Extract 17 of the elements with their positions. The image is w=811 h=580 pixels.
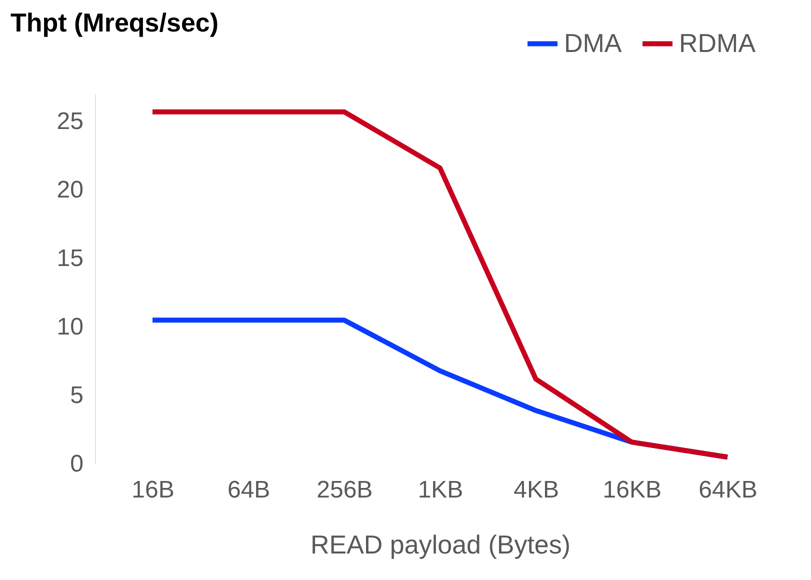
x-axis-title: READ payload (Bytes) [310,530,571,560]
legend-label: RDMA [679,28,756,58]
y-axis-title: Thpt (Mreqs/sec) [10,8,219,38]
x-tick-label: 256B [316,476,373,504]
x-tick-label: 1KB [418,476,464,504]
y-tick-label: 5 [70,382,84,409]
y-tick-label: 0 [70,450,84,478]
y-tick-label: 15 [56,244,84,272]
x-tick-label: 4KB [514,476,560,504]
x-tick-label: 64KB [698,476,758,504]
legend-label: DMA [564,28,622,58]
y-tick-label: 20 [56,176,84,204]
x-tick-label: 16B [132,476,174,504]
x-tick-label: 64B [227,476,270,504]
y-tick-label: 10 [56,313,84,340]
y-tick-label: 25 [56,108,84,135]
x-tick-label: 16KB [602,476,662,504]
